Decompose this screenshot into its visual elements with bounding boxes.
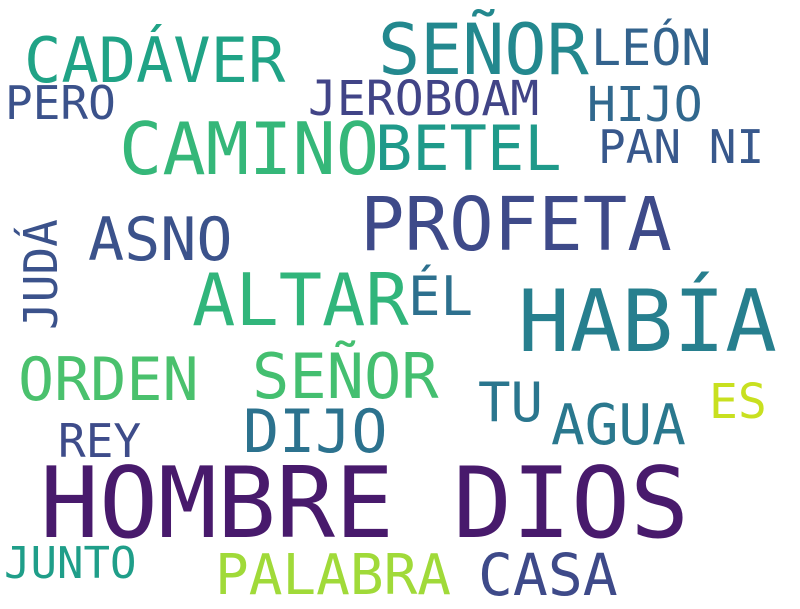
word-hijo: HIJO [587,77,703,133]
word-profeta: PROFETA [360,182,672,268]
word-es: ES [709,374,767,430]
word-leon: LEÓN [591,19,712,77]
word-pero: PERO [5,76,116,130]
word-rey: REY [58,414,142,468]
word-cadaver: CADÁVER [24,24,286,97]
word-camino: CAMINO [119,107,380,191]
word-el: ÉL [408,265,474,328]
word-orden: ORDEN [18,345,199,415]
word-senor-top: SEÑOR [378,9,589,91]
word-asno: ASNO [88,205,233,275]
word-casa: CASA [478,541,618,609]
word-dijo: DIJO [243,397,388,467]
word-habia: HABÍA [518,272,777,372]
word-juda: JUDÁ [14,219,68,330]
word-altar: ALTAR [192,258,409,342]
word-agua: AGUA [551,393,686,458]
word-tu: TU [478,371,544,434]
word-betel: BETEL [375,112,562,185]
word-hombre-dios: HOMBRE DIOS [40,447,690,561]
word-pan-ni: PAN NI [598,120,765,174]
word-palabra: PALABRA [215,543,452,608]
word-junto: JUNTO [4,538,137,589]
word-jeroboam: JEROBOAM [308,71,540,127]
word-senor-mid: SEÑOR [252,340,439,413]
